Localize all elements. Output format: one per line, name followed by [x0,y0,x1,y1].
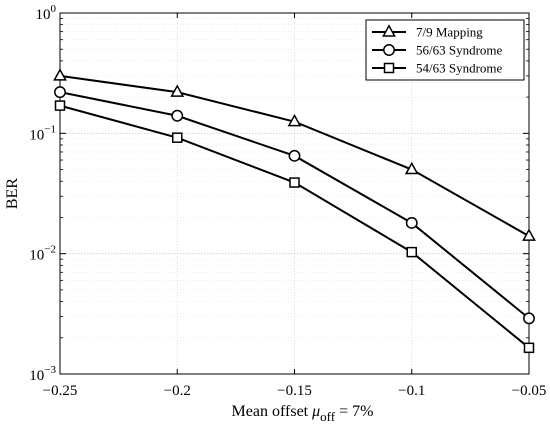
x-axis-label: Mean offset μoff = 7% [232,403,374,424]
legend-entry: 7/9 Mapping [372,24,483,40]
data-point-circle [405,216,418,229]
x-tick-label: −0.2 [164,383,191,399]
series-square [54,100,535,354]
x-tick-label: −0.25 [43,383,78,399]
data-point-triangle [53,68,67,81]
data-point-square [54,100,66,111]
legend-marker-circle [383,44,395,56]
data-point-circle [54,86,66,99]
legend-entry: 56/63 Syndrome [372,43,503,58]
data-point-circle [523,312,535,325]
axis-ticks: −0.25 −0.2 −0.15 −0.1 −0.05 100 10−1 10−2 10−3 [29,3,546,399]
series-layer [53,68,536,354]
data-point-circle [288,149,301,162]
series-circle [54,86,535,325]
data-point-square [406,246,417,258]
data-point-triangle [170,84,185,97]
y-tick-label: 10−1 [29,123,56,143]
x-axis-label-symbol: μ [311,403,320,420]
data-point-triangle [404,161,419,175]
data-point-triangle [287,113,302,127]
x-axis-label-suffix: = 7% [335,403,373,420]
y-axis-label: BER [4,178,21,209]
legend-entry: 54/63 Syndrome [372,61,503,76]
x-axis-label-subscript: off [320,409,336,424]
data-point-square [523,342,535,354]
y-tick-label: 100 [36,3,57,23]
x-tick-label: −0.05 [512,383,547,399]
legend-marker-triangle [382,24,396,37]
data-point-square [289,177,300,188]
data-point-circle [171,109,184,122]
legend-marker-square [383,62,395,74]
x-tick-label: −0.15 [277,383,312,399]
legend-label: 54/63 Syndrome [416,61,503,76]
series-triangle [53,68,536,241]
y-tick-label: 10−3 [29,364,56,384]
legend: 7/9 Mapping 56/63 Syndrome 54/63 Syndrome [365,19,525,81]
legend-label: 56/63 Syndrome [416,43,503,58]
y-tick-label: 10−2 [29,244,56,264]
x-axis-label-prefix: Mean offset [232,403,313,420]
legend-label: 7/9 Mapping [416,25,483,40]
data-point-triangle [522,228,536,241]
x-tick-label: −0.1 [398,383,425,399]
data-point-square [172,132,183,143]
